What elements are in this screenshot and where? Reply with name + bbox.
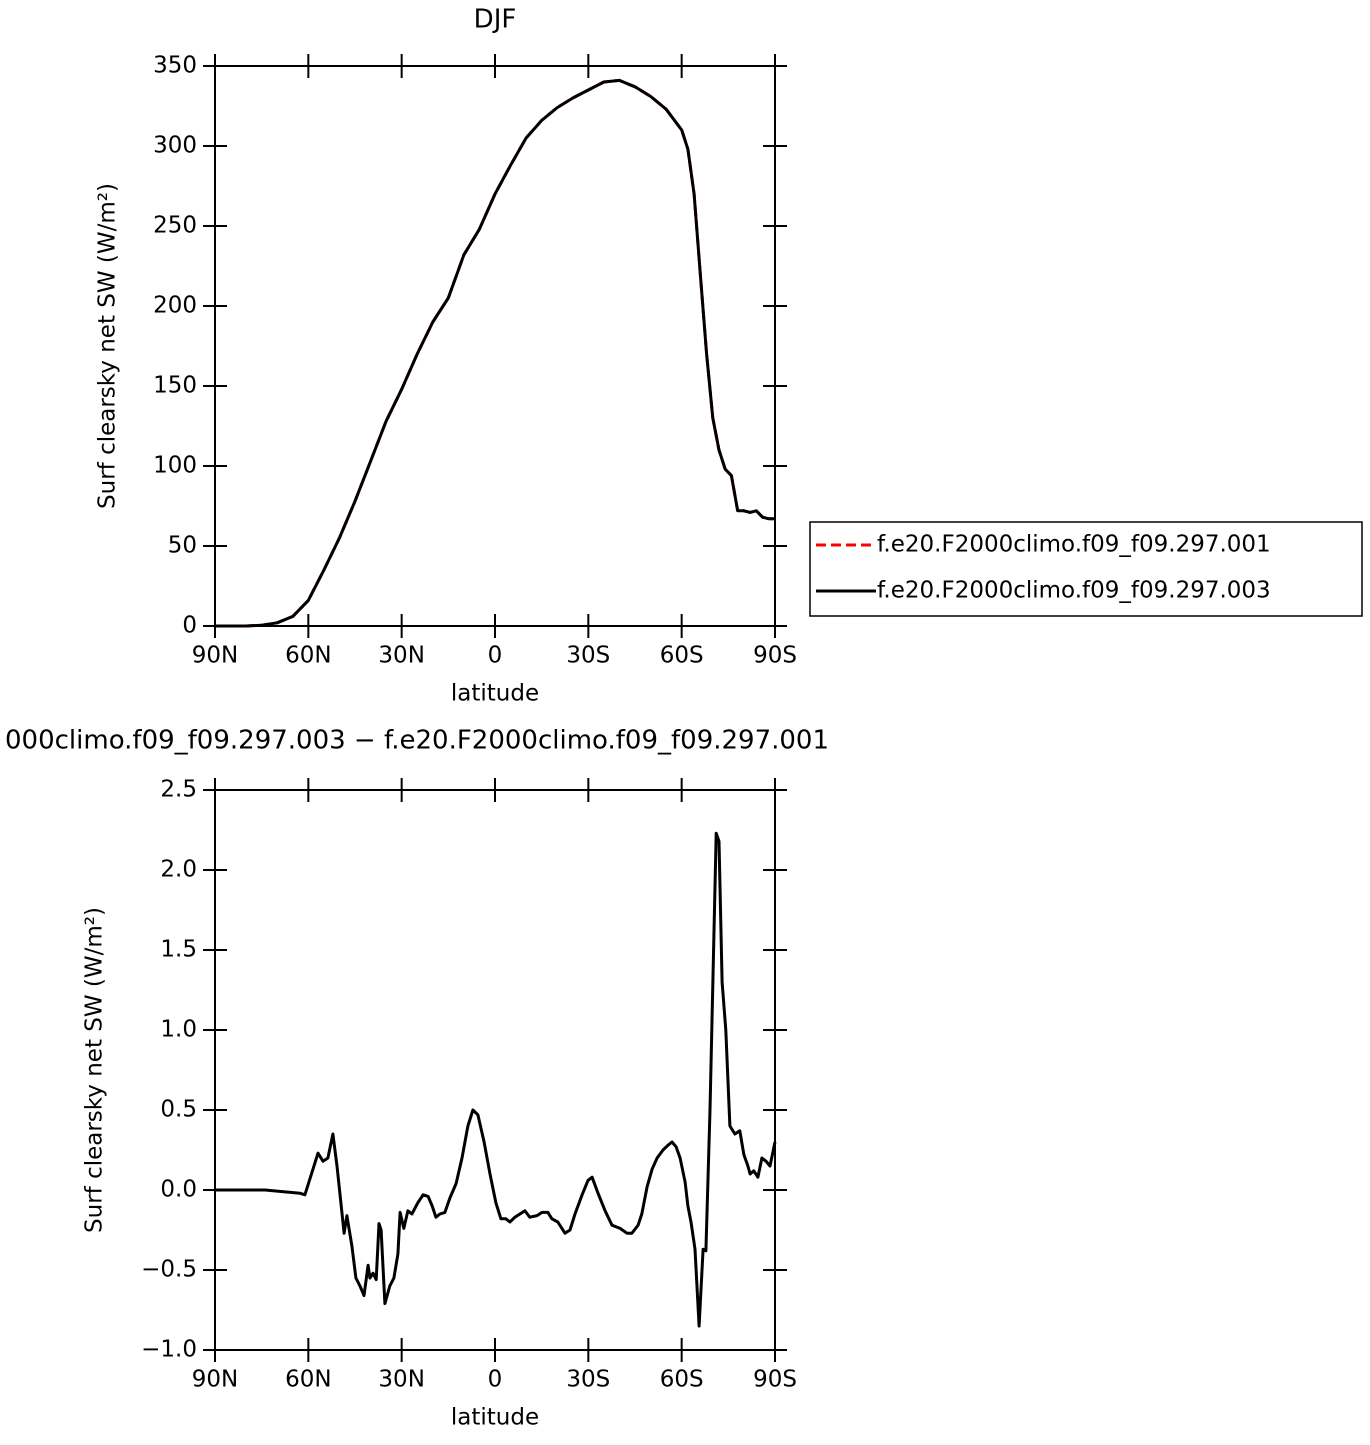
y-tick-label: 2.5	[160, 777, 197, 803]
x-tick-label: 90N	[192, 643, 238, 669]
y-tick-label: 200	[153, 293, 197, 319]
x-tick-label: 90S	[753, 643, 797, 669]
plot-frame	[214, 789, 776, 1351]
y-tick-label: 2.0	[160, 857, 197, 883]
x-tick-label: 60S	[660, 643, 704, 669]
x-tick-label: 60S	[660, 1367, 704, 1393]
y-axis-label: Surf clearsky net SW (W/m²)	[95, 183, 121, 509]
y-tick-label: −0.5	[141, 1257, 197, 1283]
y-tick-label: −1.0	[141, 1337, 197, 1363]
y-tick-label: 100	[153, 453, 197, 479]
legend-label: f.e20.F2000climo.f09_f09.297.003	[877, 578, 1271, 604]
x-tick-label: 90S	[753, 1367, 797, 1393]
y-tick-label: 150	[153, 373, 197, 399]
y-tick-label: 50	[168, 533, 197, 559]
plot-frame	[214, 65, 776, 627]
x-tick-label: 90N	[192, 1367, 238, 1393]
chart-title: 000climo.f09_f09.297.003 − f.e20.F2000cl…	[5, 726, 829, 756]
y-tick-label: 1.0	[160, 1017, 197, 1043]
legend-label: f.e20.F2000climo.f09_f09.297.001	[877, 532, 1271, 558]
chart-title: DJF	[474, 5, 517, 35]
y-tick-label: 1.5	[160, 937, 197, 963]
x-tick-label: 60N	[285, 643, 331, 669]
x-tick-label: 30S	[566, 1367, 610, 1393]
y-tick-label: 350	[153, 53, 197, 79]
series-line	[215, 831, 777, 1328]
x-axis-label: latitude	[451, 681, 539, 707]
y-tick-label: 0.0	[160, 1177, 197, 1203]
series-line	[215, 78, 775, 628]
x-tick-label: 30N	[378, 643, 424, 669]
y-tick-label: 250	[153, 213, 197, 239]
y-axis-label: Surf clearsky net SW (W/m²)	[82, 907, 108, 1233]
y-tick-label: 0.5	[160, 1097, 197, 1123]
legend-box	[809, 521, 1363, 617]
x-tick-label: 0	[488, 1367, 503, 1393]
x-axis-label: latitude	[451, 1405, 539, 1431]
x-tick-label: 30N	[378, 1367, 424, 1393]
x-tick-label: 30S	[566, 643, 610, 669]
x-tick-label: 60N	[285, 1367, 331, 1393]
y-tick-label: 300	[153, 133, 197, 159]
y-tick-label: 0	[182, 613, 197, 639]
x-tick-label: 0	[488, 643, 503, 669]
